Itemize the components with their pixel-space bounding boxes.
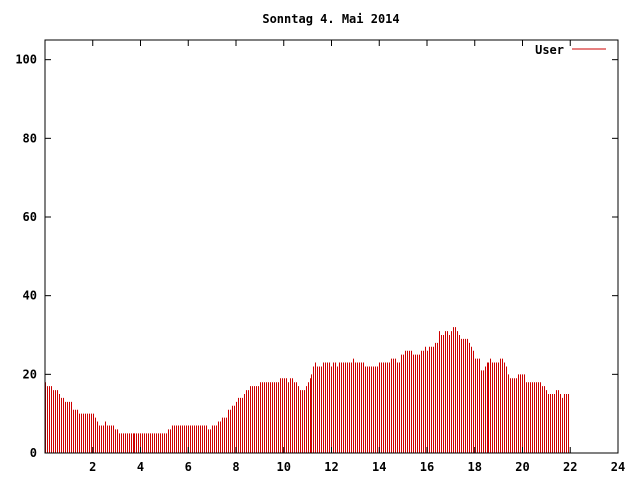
x-tick-label: 20: [515, 460, 529, 474]
y-tick-label: 0: [30, 446, 37, 460]
x-tick-label: 24: [611, 460, 625, 474]
bars-layer: [45, 327, 569, 453]
y-tick-label: 40: [23, 289, 37, 303]
y-tick-label: 60: [23, 210, 37, 224]
x-tick-label: 14: [372, 460, 386, 474]
y-tick-label: 20: [23, 367, 37, 381]
y-tick-label: 80: [23, 131, 37, 145]
x-tick-label: 16: [420, 460, 434, 474]
x-tick-label: 10: [277, 460, 291, 474]
x-tick-label: 22: [563, 460, 577, 474]
x-tick-label: 6: [185, 460, 192, 474]
x-tick-label: 2: [89, 460, 96, 474]
x-tick-label: 8: [232, 460, 239, 474]
x-tick-labels: 2 4 6 8 10 12 14 16 18 20 22 24: [89, 460, 625, 474]
plot-frame: [44, 39, 619, 454]
x-tick-label: 4: [137, 460, 144, 474]
chart-title: Sonntag 4. Mai 2014: [262, 12, 399, 26]
x-tick-label: 18: [468, 460, 482, 474]
y-tick-labels: 0 20 40 60 80 100: [15, 53, 37, 460]
legend: User: [535, 43, 606, 57]
y-tick-label: 100: [15, 53, 37, 67]
legend-label: User: [535, 43, 564, 57]
x-tick-label: 12: [324, 460, 338, 474]
